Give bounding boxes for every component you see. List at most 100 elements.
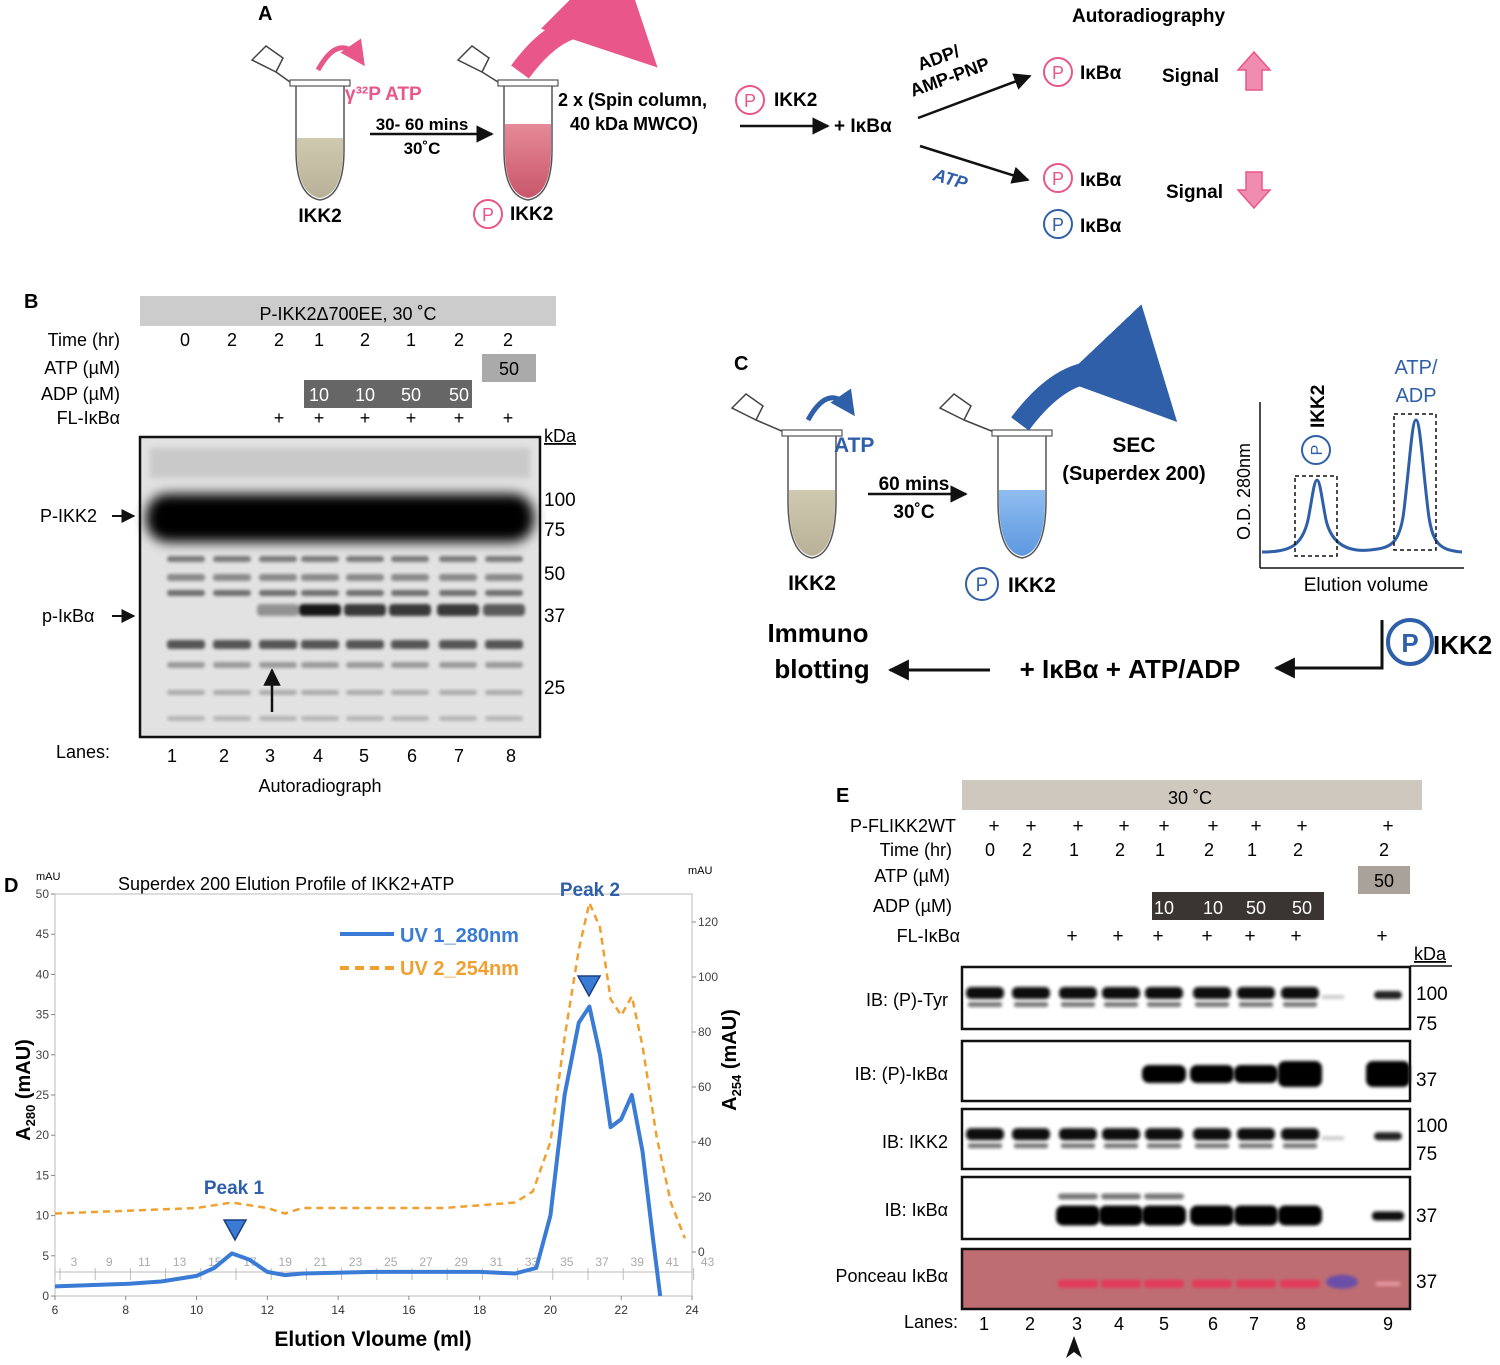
arrow-up-icon <box>1236 50 1272 91</box>
gel-band <box>346 556 384 562</box>
fraction-label: 19 <box>279 1255 293 1269</box>
kda-label: kDa <box>1414 944 1447 964</box>
blot-marker: 37 <box>1416 1070 1437 1091</box>
lanes-label: Lanes: <box>904 1312 958 1332</box>
x-tick-label: 16 <box>402 1303 416 1317</box>
fl-ikba-value: + <box>274 408 285 428</box>
gel-band <box>259 716 297 721</box>
header-bar <box>140 296 556 326</box>
lane-number: 3 <box>1072 1314 1082 1334</box>
atp-value: 50 <box>1374 871 1394 891</box>
lane-number: 5 <box>1159 1314 1169 1334</box>
blot-marker: 100 <box>1416 1116 1448 1137</box>
time-value: 0 <box>985 840 995 860</box>
fl-ikba-value: + <box>454 408 465 428</box>
gel-band <box>213 716 251 721</box>
fl-ikba-value: + <box>1066 926 1077 947</box>
tube2-label: IKK2 <box>510 204 553 225</box>
pflikk2wt-value: + <box>1072 816 1083 837</box>
phospho-icon <box>473 199 503 229</box>
pflikk2wt-value: + <box>1382 816 1393 837</box>
chart-legend: UV 1_280nm UV 2_254nm <box>340 925 519 980</box>
chart-axes: 0 5 10 15 20 25 30 35 40 45 50 0 20 40 60 80 100 120 6 8 10 1… <box>36 887 719 1317</box>
pflikk2wt-value: + <box>1207 816 1218 837</box>
row-label-pflikk2wt: P-FLIKK2WT <box>850 816 956 836</box>
time-value: 2 <box>454 330 464 350</box>
annotation-peak2: Peak 2 <box>560 880 620 901</box>
gel-band <box>391 574 429 581</box>
lane-number: 5 <box>359 746 369 766</box>
pflikk2wt-value: + <box>1296 816 1307 837</box>
pflikk2wt-value: + <box>1025 816 1036 837</box>
marker-37: 37 <box>544 606 565 627</box>
phospho-symbol: P <box>1052 215 1064 235</box>
adp-value: 10 <box>1203 898 1223 918</box>
inset-peak2-line1: ATP/ <box>1395 357 1438 379</box>
lane-number: 2 <box>219 746 229 766</box>
legend-label-254: UV 2_254nm <box>400 958 519 980</box>
phospho-icon <box>1386 618 1434 666</box>
y2-tick-label: 120 <box>698 915 718 929</box>
adp-value: 50 <box>401 385 421 405</box>
gel-band <box>213 690 251 695</box>
phospho-symbol: P <box>482 205 494 225</box>
phospho-symbol: P <box>1052 63 1064 83</box>
phospho-symbol: P <box>1052 169 1064 189</box>
gel-band <box>485 574 523 581</box>
header-label: 30 ˚C <box>1168 788 1212 808</box>
inset-ylabel: O.D. 280nm <box>1234 443 1254 540</box>
fraction-label: 37 <box>595 1255 609 1269</box>
blot-marker: 100 <box>1416 984 1448 1005</box>
gel-band <box>301 590 339 596</box>
gel-band <box>439 662 477 668</box>
series-line-280nm <box>54 1004 663 1297</box>
peak1-marker-icon <box>222 1219 248 1242</box>
mix-label: + IκBα + ATP/ADP <box>1020 654 1241 684</box>
gel-band <box>167 716 205 721</box>
time-value: 2 <box>274 330 284 350</box>
y-axis-label: A280 (mAU) <box>13 1039 38 1141</box>
fl-ikba-value: + <box>1152 926 1163 947</box>
gel-band <box>259 640 297 649</box>
x-tick-label: 24 <box>685 1303 699 1317</box>
gel-band <box>346 662 384 668</box>
gel-band <box>259 690 297 695</box>
y-tick-label: 45 <box>36 927 50 941</box>
pflikk2wt-value: + <box>1250 816 1261 837</box>
inset-chromatogram: O.D. 280nm Elution volume IKK2 P ATP/ AD… <box>1234 357 1464 596</box>
branch-top-label: ADP/ AMP-PNP <box>907 41 992 101</box>
spin-line1: 2 x (Spin column, <box>558 90 707 110</box>
panel-e-letter: E <box>836 785 849 807</box>
y2-tick-label: 40 <box>698 1135 712 1149</box>
label-p-ikba: p-IκBα <box>42 606 94 626</box>
peak2-box <box>1393 413 1437 551</box>
y-tick-label: 0 <box>42 1289 49 1303</box>
fl-ikba-value: + <box>1376 926 1387 947</box>
tube2-label: IKK2 <box>1008 574 1056 597</box>
phospho-symbol: P <box>976 575 989 596</box>
y2-tick-label: 100 <box>698 970 718 984</box>
y-tick-label: 30 <box>36 1048 50 1062</box>
panel-b-letter: B <box>24 291 38 313</box>
arrowhead-up-icon <box>1066 1336 1082 1358</box>
step-line2: 30˚C <box>893 502 934 523</box>
fraction-label: 3 <box>71 1255 78 1269</box>
fraction-label: 27 <box>419 1255 433 1269</box>
atp-box <box>482 354 536 382</box>
row-label-atp: ATP (µM) <box>44 358 120 378</box>
label-p-ikk2: P-IKK2 <box>40 506 97 526</box>
blot-marker: 75 <box>1416 1014 1437 1035</box>
gel-band <box>346 716 384 721</box>
legend-label-280: UV 1_280nm <box>400 925 519 947</box>
marker-100: 100 <box>544 490 576 511</box>
lane-number: 6 <box>1208 1314 1218 1334</box>
tube-icon <box>250 45 351 201</box>
gel-band <box>485 690 523 695</box>
step1-line2: 30˚C <box>404 139 441 158</box>
gel-band <box>485 716 523 721</box>
spin-line2: 40 kDa MWCO) <box>570 114 698 134</box>
gel-band <box>346 690 384 695</box>
fraction-label: 41 <box>666 1255 680 1269</box>
phospho-icon <box>965 567 999 601</box>
y-unit-right: mAU <box>688 865 713 877</box>
